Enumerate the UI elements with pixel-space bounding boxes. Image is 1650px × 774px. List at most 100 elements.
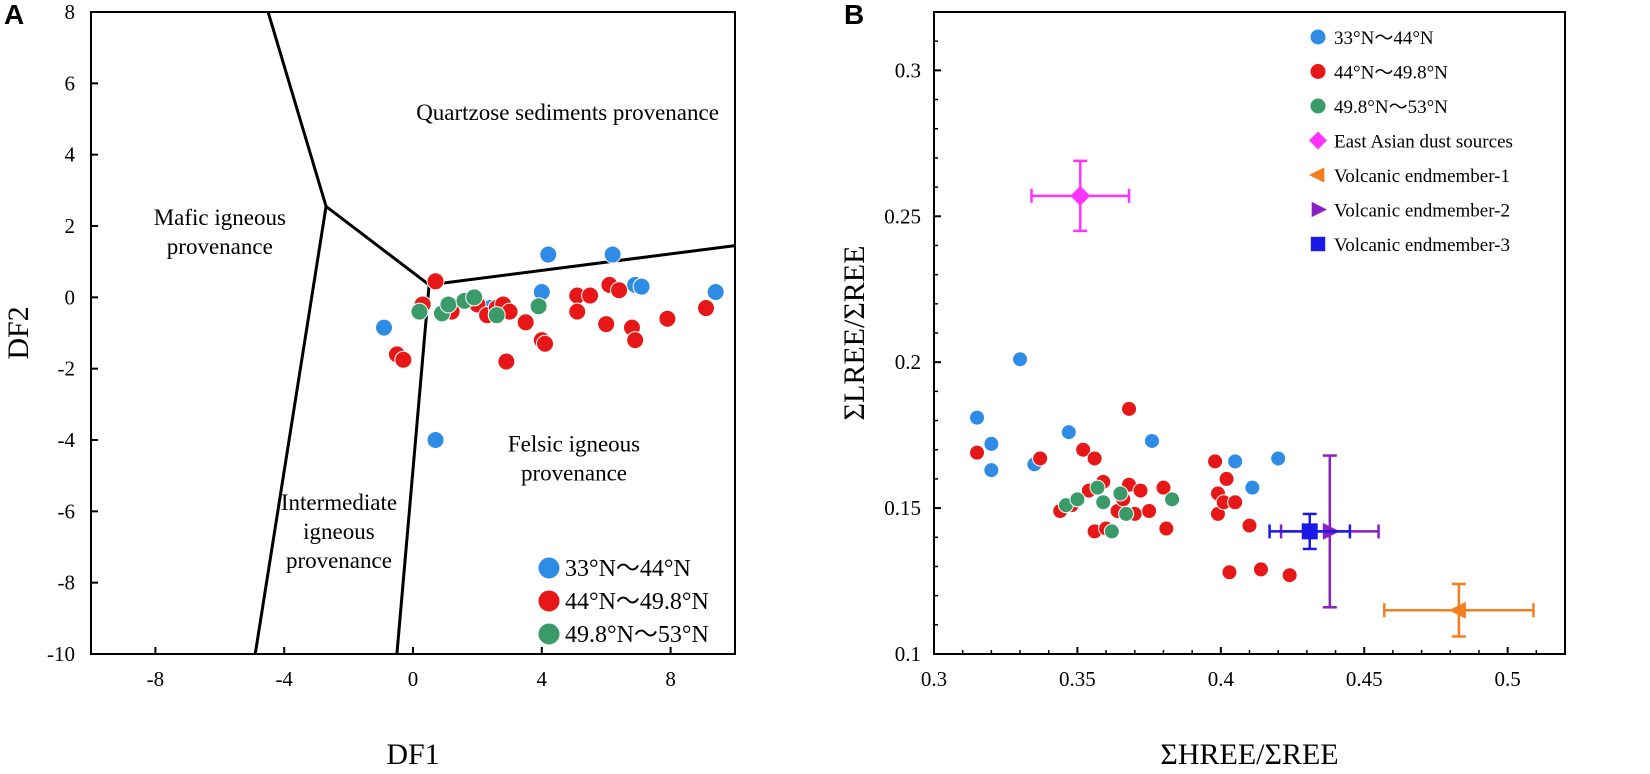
panel-a-data-points [375,245,725,449]
panel-b-y-axis-title: ΣLREE/ΣREE [838,246,871,421]
boundary-line-1 [266,11,431,287]
point-44-n-49-8-n [536,334,555,353]
point-44-n-49-8-n [1227,494,1244,511]
region-label: Felsic igneous [508,431,640,456]
point-33-n-44-n [426,431,445,449]
point-49-8-n-53-n [529,297,548,316]
point-49-8-n-53-n [410,302,429,321]
point-44-n-49-8-n [1241,517,1258,534]
point-33-n-44-n [1143,432,1160,449]
point-44-n-49-8-n [1218,470,1235,487]
point-44-n-49-8-n [1032,450,1049,467]
point-33-n-44-n [706,282,725,301]
point-49-8-n-53-n [1069,491,1086,508]
legend-label: 44°N～49.8°N [1334,63,1448,84]
legend-label: East Asian dust sources [1334,132,1513,153]
y-tick-label: 2 [65,214,76,238]
point-33-n-44-n [632,277,651,296]
marker-volcanic-endmember-3 [1301,523,1318,540]
y-tick-label: 8 [65,0,76,24]
region-label: igneous [303,519,375,544]
x-tick-label: 4 [537,667,548,691]
legend-marker-volcanic-endmember-2 [1311,201,1327,218]
legend-label: Volcanic endmember-2 [1334,201,1510,222]
point-44-n-49-8-n [394,350,413,369]
point-44-n-49-8-n [1086,450,1103,467]
region-label: Mafic igneous [154,205,286,230]
y-tick-label: -2 [58,357,76,381]
region-label: Quartzose sediments provenance [416,100,719,125]
legend-marker-33-n-44-n [1309,28,1327,46]
point-44-n-49-8-n [1158,520,1175,537]
boundary-line-4 [428,244,736,287]
legend-label: Volcanic endmember-3 [1334,235,1510,256]
point-44-n-49-8-n [697,299,716,318]
panel-b-label: B [844,0,864,30]
legend-marker-49-8-n-53-n [1309,97,1327,115]
legend-label: 44°N～49.8°N [565,589,709,615]
boundary-line-3 [395,284,431,655]
point-44-n-49-8-n [568,302,587,321]
point-44-n-49-8-n [1141,503,1158,520]
legend-label: 49.8°N～53°N [1334,97,1448,118]
x-tick-label: -4 [275,667,293,691]
point-33-n-44-n [1060,424,1077,441]
panel-a-y-axis-title: DF2 [2,306,35,359]
panel-b-x-axis-title: ΣHREE/ΣREE [1160,738,1338,771]
point-33-n-44-n [983,462,1000,479]
x-tick-label: 0.4 [1208,667,1235,691]
y-tick-label: -8 [58,571,76,595]
point-33-n-44-n [983,435,1000,452]
point-44-n-49-8-n [1075,441,1092,458]
point-49-8-n-53-n [1112,485,1129,502]
panel-b-x-ticks: 0.3 0.35 0.4 0.45 0.5 [921,647,1538,691]
panel-b-y-ticks: 0.1 0.15 0.2 0.25 0.3 [884,40,941,666]
point-33-n-44-n [1244,479,1261,496]
region-label: Intermediate [281,490,397,515]
point-44-n-49-8-n [610,281,629,300]
legend-label: 49.8°N～53°N [565,622,709,648]
panel-a-x-axis-title: DF1 [386,738,439,771]
point-33-n-44-n [1227,453,1244,470]
panel-a-region-labels: Quartzose sediments provenance Mafic igne… [154,100,719,573]
y-tick-label: -4 [58,428,76,452]
legend-marker-44-n-49-8-n [537,589,561,613]
panel-b-data-points [969,351,1298,584]
point-44-n-49-8-n [497,352,516,371]
point-44-n-49-8-n [426,272,445,291]
panel-a: A Quartzose sediments provenance Mafic ig… [2,0,736,771]
point-49-8-n-53-n [1095,494,1112,511]
point-49-8-n-53-n [1164,491,1181,508]
x-tick-label: 0.3 [921,667,947,691]
legend-marker-east-asian-dust-sources [1309,131,1327,150]
point-44-n-49-8-n [1155,479,1172,496]
panel-a-label: A [4,0,24,30]
y-tick-label: 0.3 [895,58,921,82]
panel-a-y-ticks: 8 6 4 2 0 -2 -4 -6 -8 -10 [47,0,98,666]
point-44-n-49-8-n [1207,453,1224,470]
boundary-line-2 [253,206,328,655]
point-49-8-n-53-n [1103,523,1120,540]
point-49-8-n-53-n [1089,479,1106,496]
legend-marker-44-n-49-8-n [1309,63,1327,80]
panel-a-region-boundaries [253,11,736,655]
point-44-n-49-8-n [1132,482,1149,499]
y-tick-label: 4 [65,143,76,167]
point-44-n-49-8-n [597,315,616,334]
panel-b: B 0.3 0.35 0.4 0.45 0.5 0.1 0.15 0.2 0.25 0.3 ΣH… [838,0,1566,771]
x-tick-label: 0.45 [1346,667,1383,691]
point-49-8-n-53-n [487,306,506,325]
point-44-n-49-8-n [1281,567,1298,584]
y-tick-label: 6 [65,71,76,95]
point-33-n-44-n [969,409,986,426]
legend-label: 33°N～44°N [1334,28,1434,49]
panel-b-plot-frame [933,11,1566,655]
point-44-n-49-8-n [1221,564,1238,581]
x-tick-label: 0.5 [1495,667,1521,691]
point-44-n-49-8-n [626,331,645,350]
point-44-n-49-8-n [1252,561,1269,578]
y-tick-label: 0.25 [884,204,921,228]
x-tick-label: 0.35 [1059,667,1096,691]
y-tick-label: 0.2 [895,350,921,374]
